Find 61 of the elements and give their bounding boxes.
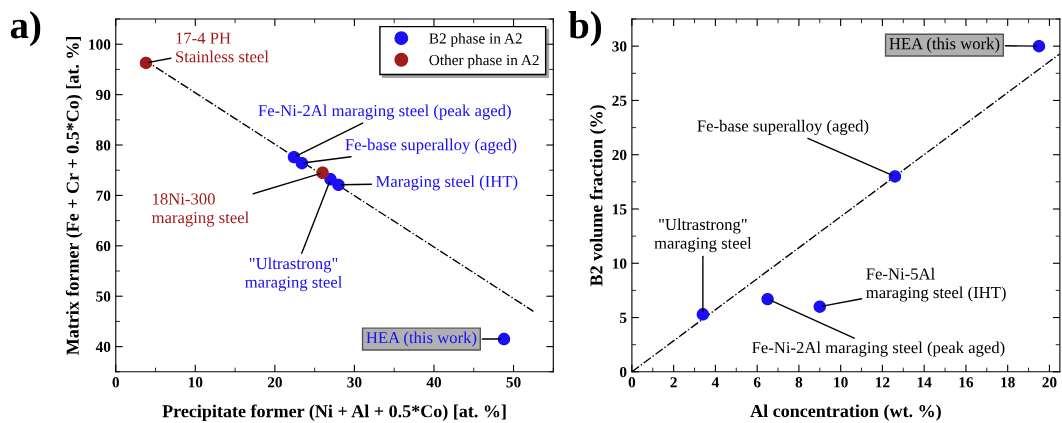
x-tick-label: 30: [347, 377, 362, 388]
y-tick-label: 40: [95, 341, 111, 353]
y-tick-label: 10: [612, 258, 627, 269]
x-axis-title: Precipitate former (Ni + Al + 0.5*Co) [at. %]: [162, 404, 506, 421]
point: [295, 156, 309, 170]
x-tick-label: 0: [112, 377, 119, 388]
annotation: Maraging steel (IHT): [375, 175, 518, 191]
x-tick-label: 0: [628, 377, 636, 388]
y-tick-label: 80: [96, 140, 111, 151]
point: [332, 178, 345, 192]
x-tick-label: 50: [506, 377, 521, 388]
x-tick-label: 20: [1042, 377, 1057, 388]
annotation: "Ultrastrong" maraging steel: [654, 218, 752, 253]
annotation: 17-4 PH Stainless steel: [176, 32, 269, 63]
x-tick-label: 40: [426, 377, 442, 388]
y-axis-title: Matrix former (Fe + Cr + 0.5*Co) [at. %]: [65, 36, 83, 355]
annotation: Fe-base superalloy (aged): [345, 138, 517, 154]
point: [316, 166, 329, 179]
y-tick-label: 70: [96, 190, 111, 201]
legend-label: B2 phase in A2: [429, 32, 522, 47]
y-tick-label: 30: [612, 41, 627, 52]
x-tick-label: 4: [711, 377, 719, 388]
y-axis-title: B2 volume fraction (%): [589, 105, 607, 287]
annotation: HEA (this work): [366, 331, 477, 347]
y-tick-label: 5: [620, 312, 627, 323]
x-tick-label: 16: [959, 377, 974, 388]
x-tick-label: 14: [917, 377, 932, 388]
x-tick-label: 6: [753, 377, 761, 388]
annotation: Fe-base superalloy (aged): [697, 119, 869, 136]
x-tick-label: 10: [188, 377, 203, 388]
x-tick-label: 10: [834, 377, 848, 388]
x-tick-label: 20: [267, 377, 282, 388]
chart-title: b): [568, 11, 602, 47]
annotation: "Ultrastrong" maraging steel: [245, 257, 343, 292]
x-tick-label: 8: [795, 377, 803, 388]
annotation: Fe-Ni-2Al maraging steel (peak aged): [752, 341, 1005, 357]
y-tick-label: 90: [96, 89, 111, 101]
legend-label: Other phase in A2: [429, 54, 539, 69]
point: [888, 170, 902, 183]
x-axis-title: Al concentration (wt. %): [750, 404, 941, 421]
annotation: Fe-Ni-2Al maraging steel (peak aged): [258, 104, 511, 120]
y-tick-label: 100: [89, 39, 111, 50]
annotation: Fe-Ni-5Al maraging steel (IHT): [866, 267, 1006, 302]
point: [696, 308, 710, 321]
y-tick-label: 50: [96, 291, 111, 302]
x-tick-label: 12: [876, 377, 890, 388]
point: [813, 300, 826, 313]
y-tick-label: 15: [612, 204, 627, 215]
point: [761, 292, 774, 306]
y-tick-label: 20: [612, 149, 627, 161]
annotation: HEA (this work): [889, 37, 1000, 53]
y-tick-label: 60: [96, 240, 111, 252]
annotation: 18Ni-300 maraging steel: [151, 193, 249, 227]
point: [497, 332, 511, 346]
point: [1032, 39, 1046, 53]
chart-title: a): [10, 11, 41, 47]
point: [139, 56, 153, 70]
x-tick-label: 18: [1001, 377, 1015, 388]
y-tick-label: 0: [619, 366, 627, 378]
y-tick-label: 25: [612, 95, 627, 106]
x-tick-label: 2: [670, 377, 677, 388]
